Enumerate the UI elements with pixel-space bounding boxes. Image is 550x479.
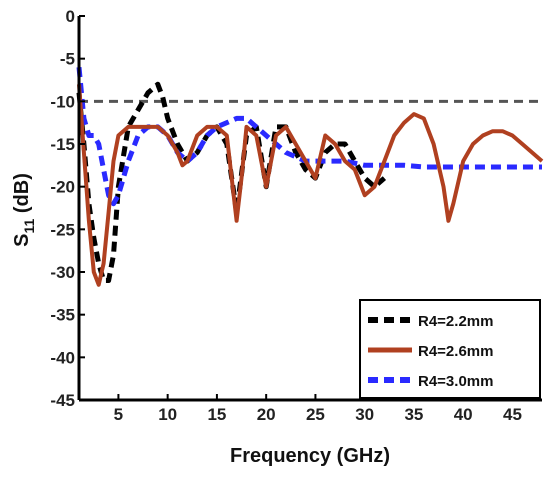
series-line-r4-3-0mm [76,66,542,207]
legend-label: R4=2.2mm [418,313,493,330]
y-tick-label: -40 [50,348,75,367]
legend-label: R4=3.0mm [418,373,493,390]
x-tick-label: 35 [404,405,423,424]
series-layer [76,66,544,287]
x-axis-title: Frequency (GHz) [230,445,390,467]
y-axis-title-sub: 11 [21,218,37,233]
y-tick-label: -20 [50,178,75,197]
y-tick-label: -25 [50,220,75,239]
y-axis-title: S11 (dB) [11,173,37,247]
series-line-r4-2-6mm [77,84,544,287]
x-tick-label: 40 [454,405,473,424]
x-tick-label: 15 [207,405,226,424]
y-tick-label: -10 [50,92,75,111]
x-tick-label: 45 [503,405,522,424]
y-axis-title-unit: (dB) [11,173,33,219]
legend: R4=2.2mm R4=2.6mm R4=3.0mm [359,299,541,399]
y-tick-label: -35 [50,306,75,325]
y-tick-label: -15 [50,135,75,154]
x-tick-label: 5 [114,405,123,424]
x-tick-label: 10 [158,405,177,424]
y-tick-label: 0 [66,7,75,26]
x-tick-label: 25 [306,405,325,424]
y-axis-title-main: S [11,234,33,247]
x-tick-label: 30 [355,405,374,424]
y-tick-label: -45 [50,391,75,410]
legend-label: R4=2.6mm [418,343,493,360]
y-tick-label: -30 [50,263,75,282]
y-tick-label: -5 [60,50,75,69]
x-tick-label: 20 [257,405,276,424]
axes-layer [77,16,542,402]
ticks-layer: 0 -5 -10 -15 -20 -25 -30 -35 -40 -45 5 10 15 20 25 30 35… [50,7,521,424]
